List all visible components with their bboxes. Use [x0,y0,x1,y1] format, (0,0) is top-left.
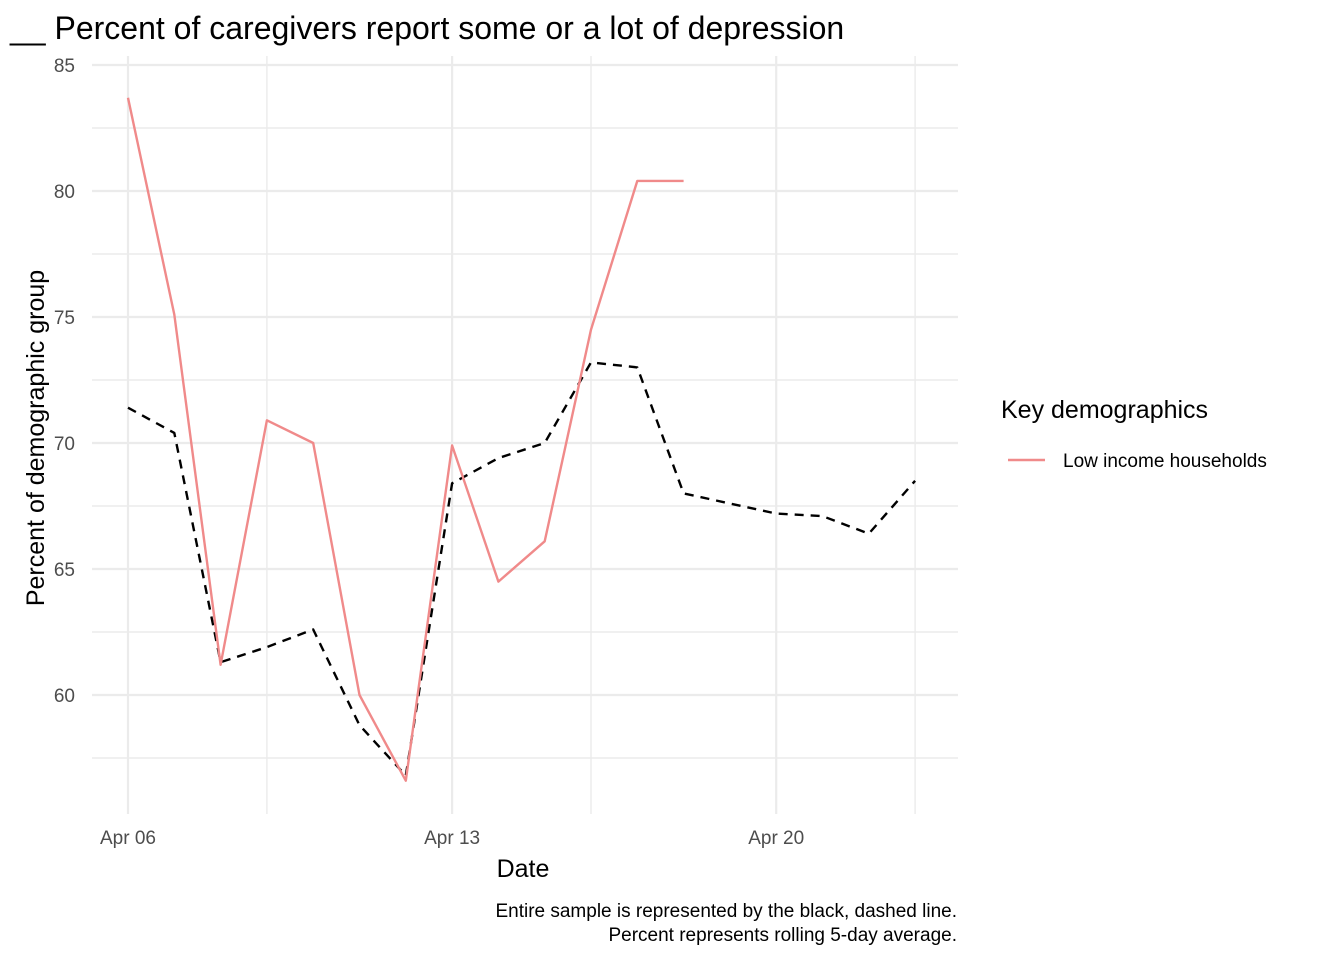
plot-series [126,97,917,782]
y-tick-label: 60 [54,686,75,707]
y-tick-label: 80 [54,182,75,203]
x-tick-label: Apr 20 [748,828,804,849]
x-axis-title: Date [497,855,550,883]
y-tick-label: 65 [54,560,75,581]
y-tick-label: 75 [54,308,75,329]
caption-line-2: Percent represents rolling 5-day average… [608,925,957,946]
y-axis-tick-labels: 60 65 70 75 80 85 [54,56,75,707]
series-line-low-income [126,97,684,782]
legend: Key demographics Low income households [1001,396,1267,472]
x-tick-label: Apr 13 [424,828,480,849]
y-tick-label: 85 [54,56,75,77]
chart-title: __ Percent of caregivers report some or … [9,10,844,46]
series-line-entire-sample [127,361,917,777]
caption-line-1: Entire sample is represented by the blac… [495,901,957,922]
x-axis-tick-labels: Apr 06 Apr 13 Apr 20 [100,828,804,849]
legend-label-low-income: Low income households [1063,451,1267,472]
plot-grid [92,56,958,814]
x-tick-label: Apr 06 [100,828,156,849]
y-axis-title: Percent of demographic group [22,270,50,606]
legend-title: Key demographics [1001,396,1208,424]
y-tick-label: 70 [54,434,75,455]
